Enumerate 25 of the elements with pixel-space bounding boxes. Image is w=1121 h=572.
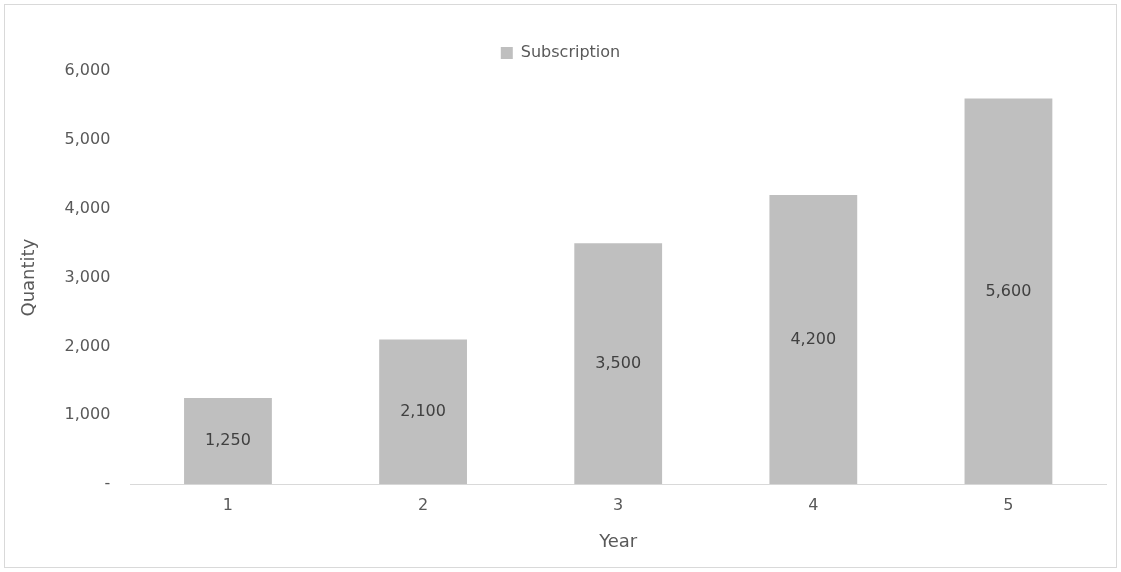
legend-label: Subscription — [520, 42, 621, 62]
y-axis-title: Quantity — [17, 238, 39, 317]
y-tick-label: 1,000 — [64, 404, 111, 424]
x-tick-label: 5 — [1003, 494, 1014, 514]
x-tick-label: 2 — [417, 494, 429, 514]
y-tick-label: 4,000 — [64, 197, 111, 217]
y-tick-label: 6,000 — [64, 60, 111, 80]
y-tick-label: 3,000 — [64, 266, 111, 286]
x-tick-label: 3 — [613, 494, 624, 514]
data-label: 1,250 — [205, 430, 251, 450]
bar — [379, 339, 467, 485]
data-label: 5,600 — [985, 280, 1032, 300]
y-tick-label: 5,000 — [64, 129, 111, 149]
data-label: 2,100 — [400, 401, 446, 421]
data-label: 3,500 — [595, 352, 642, 372]
bar — [184, 398, 272, 485]
bar — [574, 243, 663, 485]
x-tick-label: 4 — [808, 494, 819, 514]
x-tick-label: 1 — [222, 494, 234, 514]
bar — [964, 98, 1053, 485]
y-tick-label: - — [104, 473, 111, 493]
bar — [769, 194, 858, 485]
data-label: 4,200 — [790, 328, 837, 348]
x-axis-title: Year — [598, 529, 638, 551]
y-tick-label: 2,000 — [64, 335, 111, 355]
